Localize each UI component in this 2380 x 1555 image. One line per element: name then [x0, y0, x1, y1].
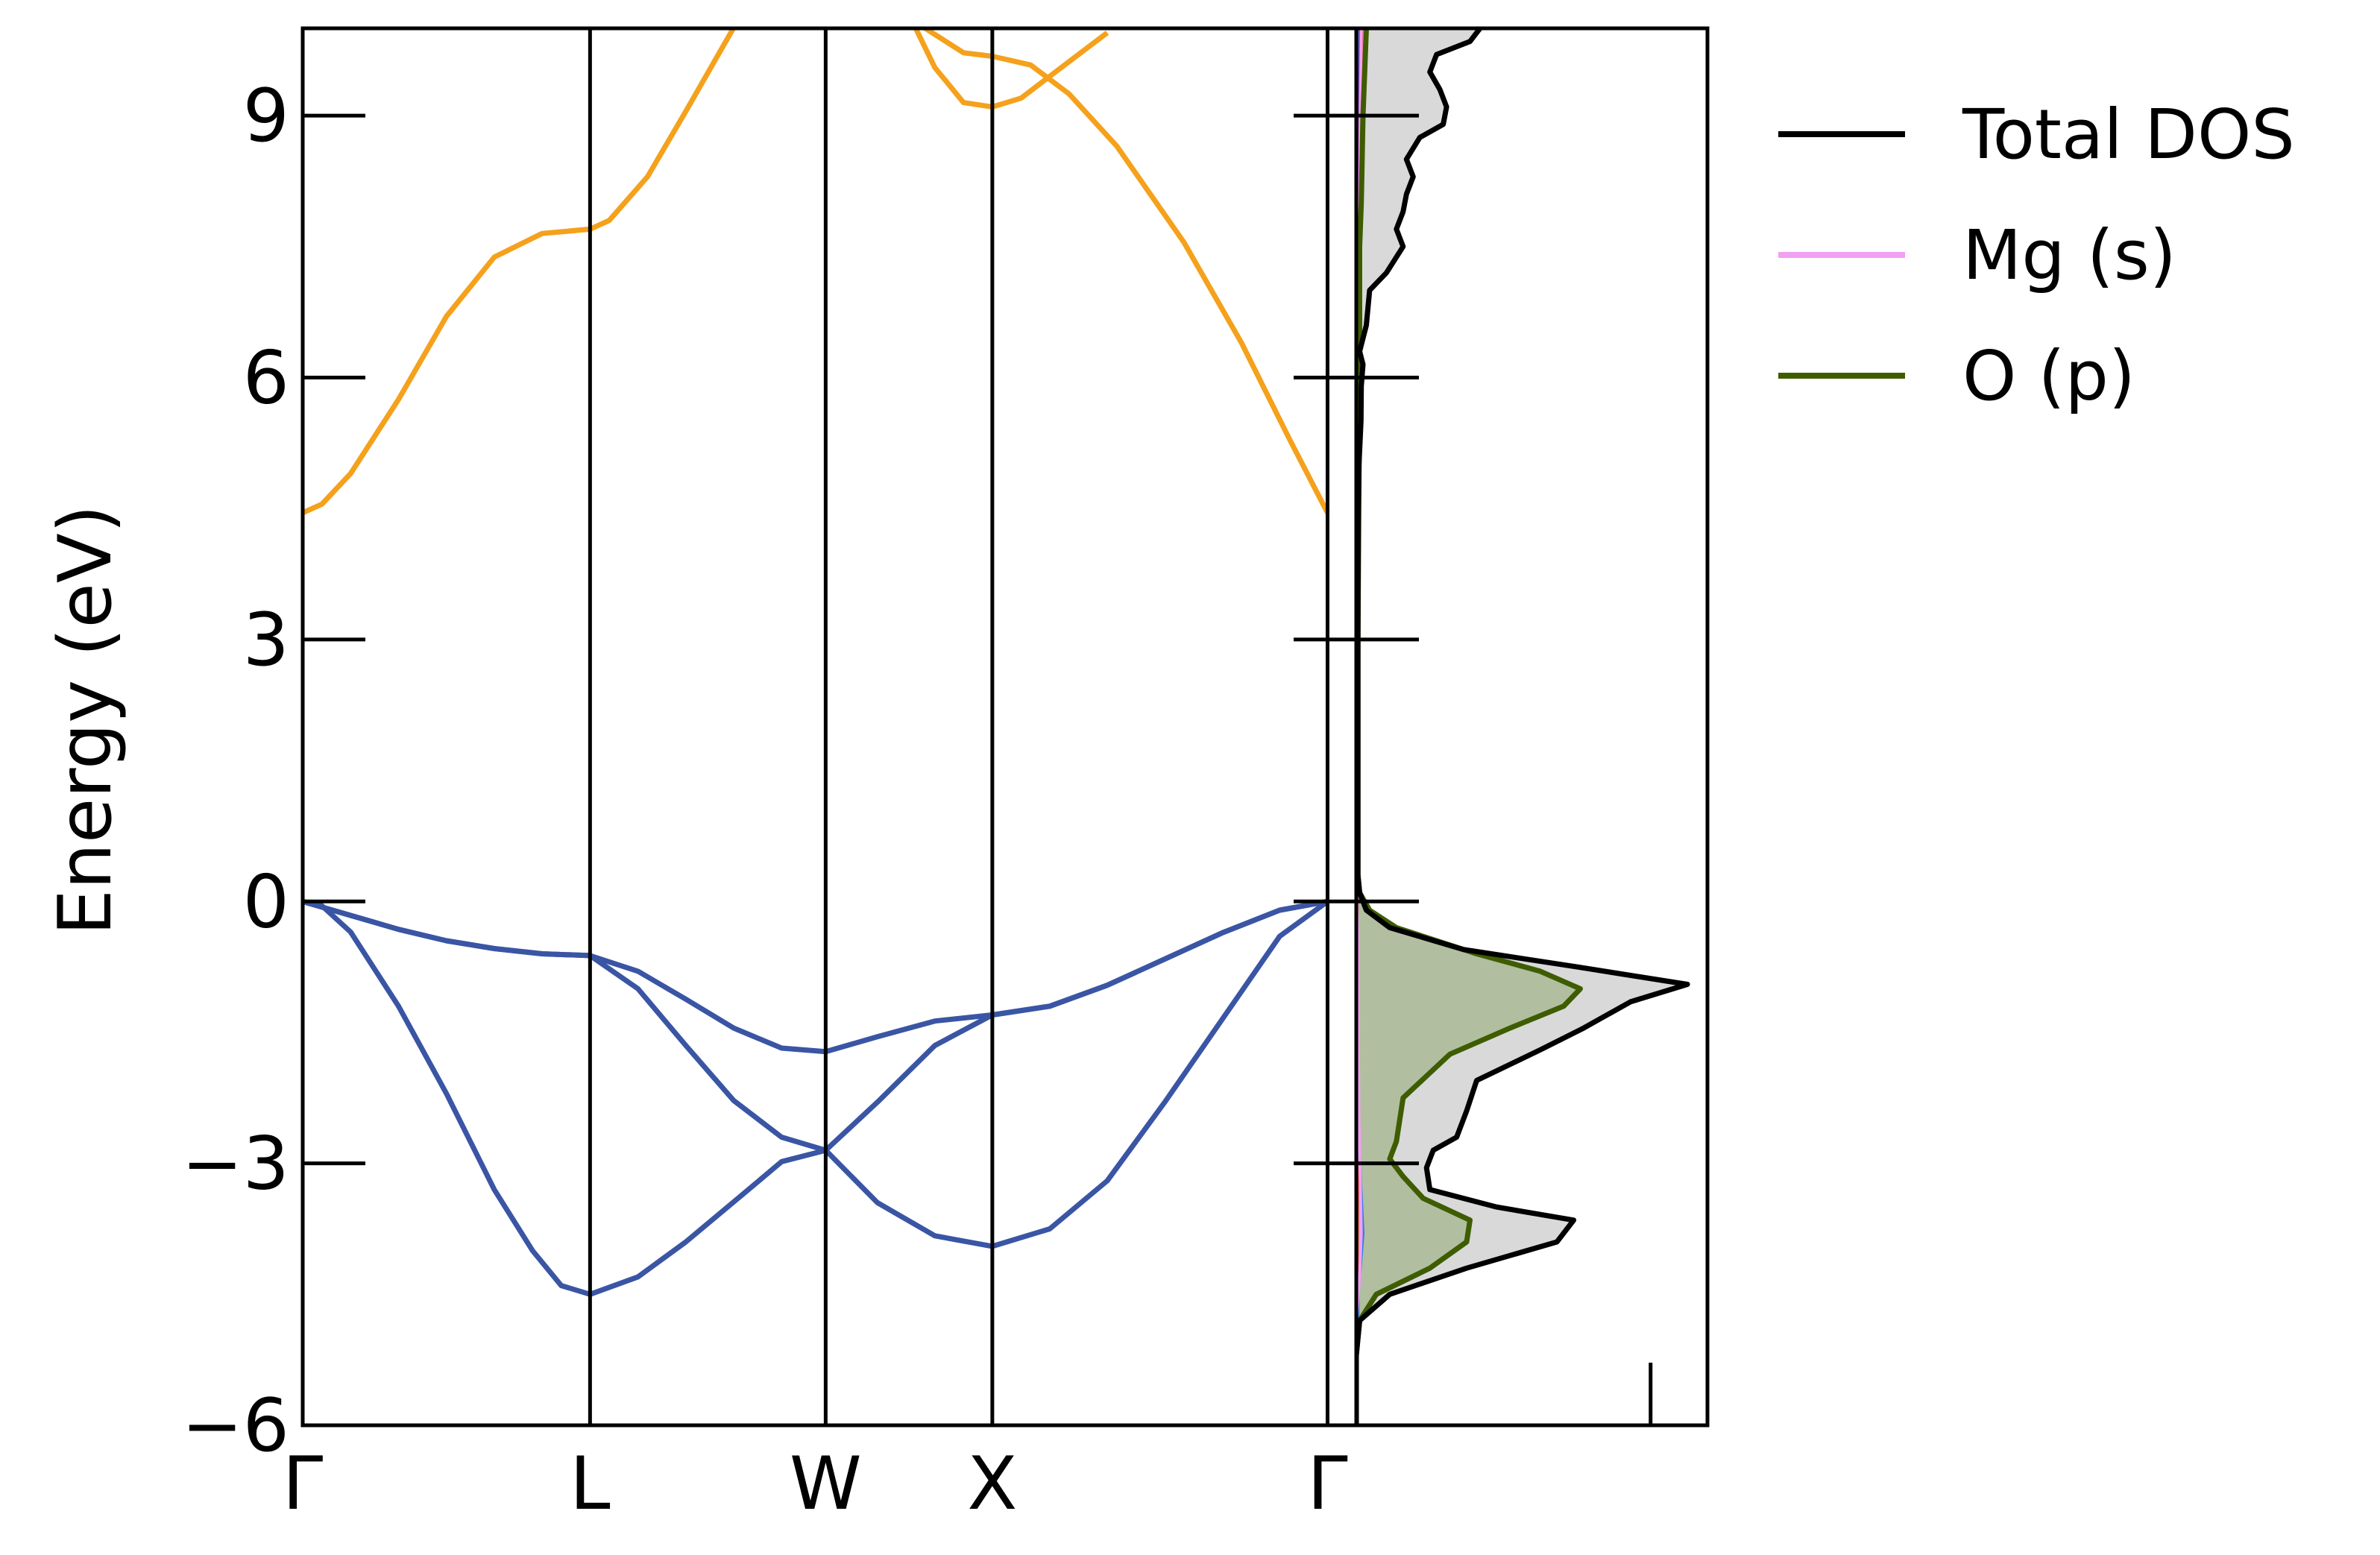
conduction-band-5: [913, 28, 1109, 110]
y-tick-label-5: 6: [243, 336, 289, 421]
valence-band-3: [303, 898, 1329, 1297]
x-tick-label-5: Γ: [1307, 1442, 1348, 1527]
o-p-dos-fill: [1356, 28, 1581, 1425]
band-lines: [303, 28, 1330, 1297]
y-ticks: −6 −3 0 3 6 9: [182, 74, 1653, 1469]
conduction-band-4: [303, 28, 737, 516]
y-tick-label-2: −3: [182, 1122, 289, 1207]
legend: Total DOS Mg (s) O (p): [1778, 95, 2295, 416]
legend-label-1: Total DOS: [1962, 95, 2295, 174]
x-tick-label-4: X: [967, 1442, 1017, 1527]
legend-label-2: Mg (s): [1962, 215, 2176, 295]
dos-plot-frame: [1354, 26, 1710, 1428]
y-tick-label-3: 0: [243, 859, 289, 944]
x-tick-label-2: L: [570, 1442, 611, 1527]
x-tick-label-1: Γ: [283, 1442, 324, 1527]
y-tick-label-4: 3: [243, 598, 289, 683]
y-tick-label-1: −6: [182, 1384, 289, 1469]
total-dos-fill: [1356, 28, 1688, 1425]
conduction-band-6: [921, 28, 1330, 514]
legend-label-3: O (p): [1962, 336, 2135, 416]
x-tick-label-3: W: [790, 1442, 862, 1527]
y-axis-label: Energy (eV): [43, 505, 128, 936]
valence-band-2: [303, 898, 1329, 1153]
y-tick-label-6: 9: [243, 74, 289, 159]
